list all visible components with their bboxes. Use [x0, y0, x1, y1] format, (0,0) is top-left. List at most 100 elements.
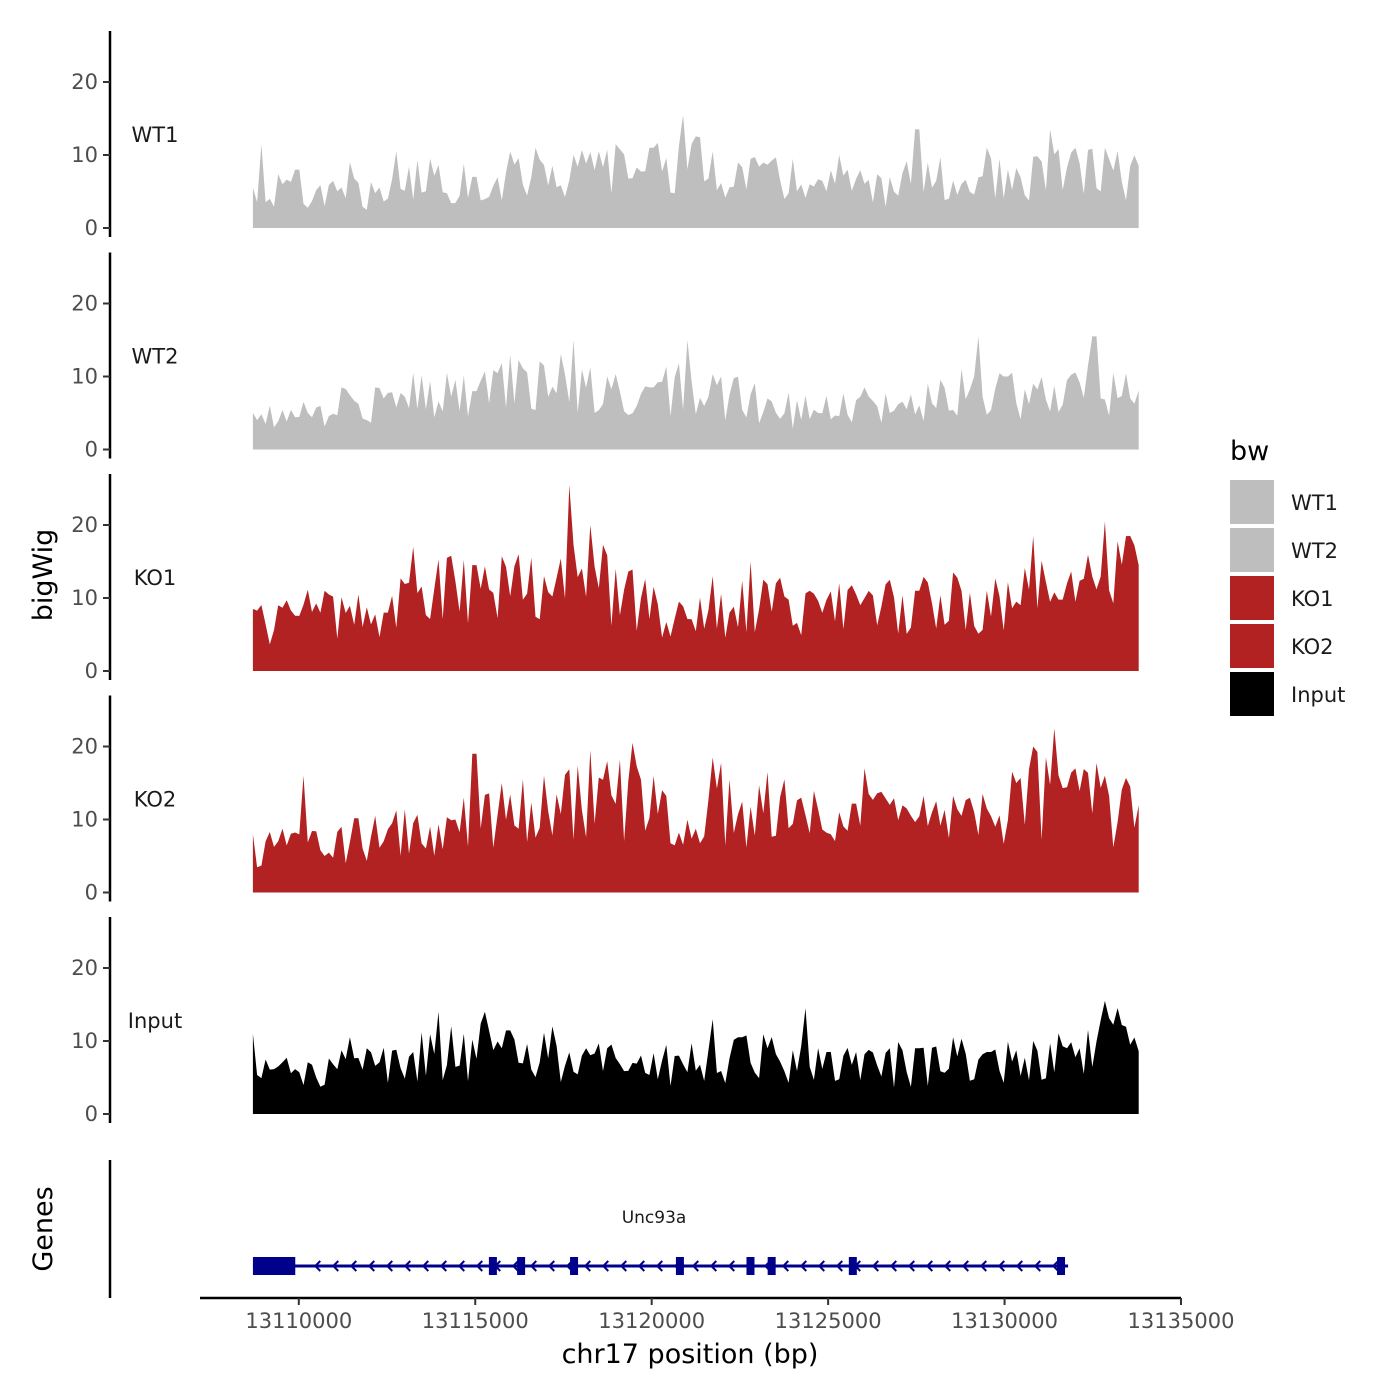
legend-key-ko2: [1230, 624, 1274, 668]
y-tick-label: 10: [71, 143, 98, 167]
genes-panel-label: Genes: [28, 1186, 59, 1271]
track-label: KO1: [134, 566, 177, 590]
y-tick-label: 20: [71, 513, 98, 537]
track-label: WT2: [132, 345, 179, 369]
strand-arrow: [529, 1260, 537, 1272]
legend-label: WT2: [1291, 539, 1338, 563]
strand-arrow: [871, 1260, 879, 1272]
strand-arrow: [637, 1260, 645, 1272]
gene-exon: [848, 1257, 857, 1275]
strand-arrow: [925, 1260, 933, 1272]
track-label: WT1: [132, 123, 179, 147]
strand-arrow: [385, 1260, 393, 1272]
y-tick-label: 0: [85, 1102, 98, 1126]
strand-arrow: [511, 1260, 519, 1272]
legend-key-wt2: [1230, 528, 1274, 572]
strand-arrow: [403, 1260, 411, 1272]
gene-exon: [767, 1257, 776, 1275]
strand-arrow: [835, 1260, 843, 1272]
legend-key-ko1: [1230, 576, 1274, 620]
strand-arrow: [817, 1260, 825, 1272]
y-tick-label: 20: [71, 292, 98, 316]
strand-arrow: [1033, 1260, 1041, 1272]
y-tick-label: 20: [71, 956, 98, 980]
strand-arrow: [439, 1260, 447, 1272]
gene-exon: [488, 1257, 497, 1275]
gene-name-label: Unc93a: [622, 1208, 687, 1228]
track-ko2: 0 10 20 KO2: [71, 695, 1139, 905]
legend-title: bw: [1230, 436, 1269, 467]
legend-label: KO1: [1291, 587, 1334, 611]
strand-arrow: [961, 1260, 969, 1272]
x-axis: 13110000 13115000 13120000 13125000 13130000…: [200, 1296, 1235, 1333]
tracks-group: 0 10 20 WT1 0 10 20 WT2 0 10 20 KO1 0 10 20 KO2 0 10 20 Inp…: [71, 31, 1139, 1126]
strand-arrow: [583, 1260, 591, 1272]
signal-area: [252, 336, 1139, 450]
track-input: 0 10 20 Input: [71, 917, 1139, 1126]
gene-utr-block: [252, 1257, 296, 1275]
signal-area: [252, 114, 1139, 228]
y-tick-label: 10: [71, 365, 98, 389]
strand-arrow: [799, 1260, 807, 1272]
strand-arrow: [709, 1260, 717, 1272]
strand-arrow: [547, 1260, 555, 1272]
x-axis-title: chr17 position (bp): [562, 1339, 819, 1370]
strand-arrow: [943, 1260, 951, 1272]
strand-arrow: [781, 1260, 789, 1272]
legend-label: KO2: [1291, 635, 1334, 659]
strand-arrow: [1051, 1260, 1059, 1272]
gene-panel: [108, 1160, 1069, 1298]
y-tick-label: 0: [85, 438, 98, 462]
strand-arrow: [889, 1260, 897, 1272]
track-wt1: 0 10 20 WT1: [71, 31, 1139, 240]
signal-area: [252, 484, 1139, 671]
strand-arrow: [691, 1260, 699, 1272]
x-tick-label: 13125000: [775, 1309, 882, 1333]
strand-arrow: [997, 1260, 1005, 1272]
strand-arrow: [457, 1260, 465, 1272]
x-tick-label: 13110000: [245, 1309, 352, 1333]
x-tick-label: 13130000: [951, 1309, 1058, 1333]
legend: WT1 WT2 KO1 KO2 Input: [1230, 480, 1345, 716]
x-tick-label: 13120000: [598, 1309, 705, 1333]
legend-label: WT1: [1291, 491, 1338, 515]
y-tick-label: 20: [71, 735, 98, 759]
strand-arrow: [331, 1260, 339, 1272]
gene-exon: [675, 1257, 684, 1275]
track-ko1: 0 10 20 KO1: [71, 474, 1139, 683]
y-tick-label: 0: [85, 216, 98, 240]
y-tick-label: 10: [71, 1029, 98, 1053]
gene-exon: [517, 1257, 526, 1275]
gene-exon: [1057, 1257, 1066, 1275]
x-tick-label: 13115000: [422, 1309, 529, 1333]
signal-area: [252, 728, 1139, 893]
strand-arrow: [475, 1260, 483, 1272]
strand-arrow: [1015, 1260, 1023, 1272]
strand-arrow: [727, 1260, 735, 1272]
x-tick-label: 13135000: [1128, 1309, 1235, 1333]
strand-arrow: [655, 1260, 663, 1272]
signal-area: [252, 1000, 1139, 1114]
track-label: KO2: [134, 788, 177, 812]
gene-exon: [570, 1257, 579, 1275]
strand-arrow: [313, 1260, 321, 1272]
strand-arrow: [619, 1260, 627, 1272]
legend-key-input: [1230, 672, 1274, 716]
gene-exon: [746, 1257, 755, 1275]
strand-arrow: [979, 1260, 987, 1272]
strand-arrow: [367, 1260, 375, 1272]
strand-arrow: [907, 1260, 915, 1272]
legend-key-wt1: [1230, 480, 1274, 524]
y-tick-label: 10: [71, 586, 98, 610]
track-wt2: 0 10 20 WT2: [71, 252, 1139, 462]
strand-arrow: [349, 1260, 357, 1272]
y-tick-label: 0: [85, 881, 98, 905]
legend-label: Input: [1291, 683, 1345, 707]
y-tick-label: 20: [71, 70, 98, 94]
y-axis-title: bigWig: [28, 529, 59, 622]
y-tick-label: 0: [85, 659, 98, 683]
track-label: Input: [128, 1009, 182, 1033]
strand-arrow: [421, 1260, 429, 1272]
strand-arrow: [601, 1260, 609, 1272]
